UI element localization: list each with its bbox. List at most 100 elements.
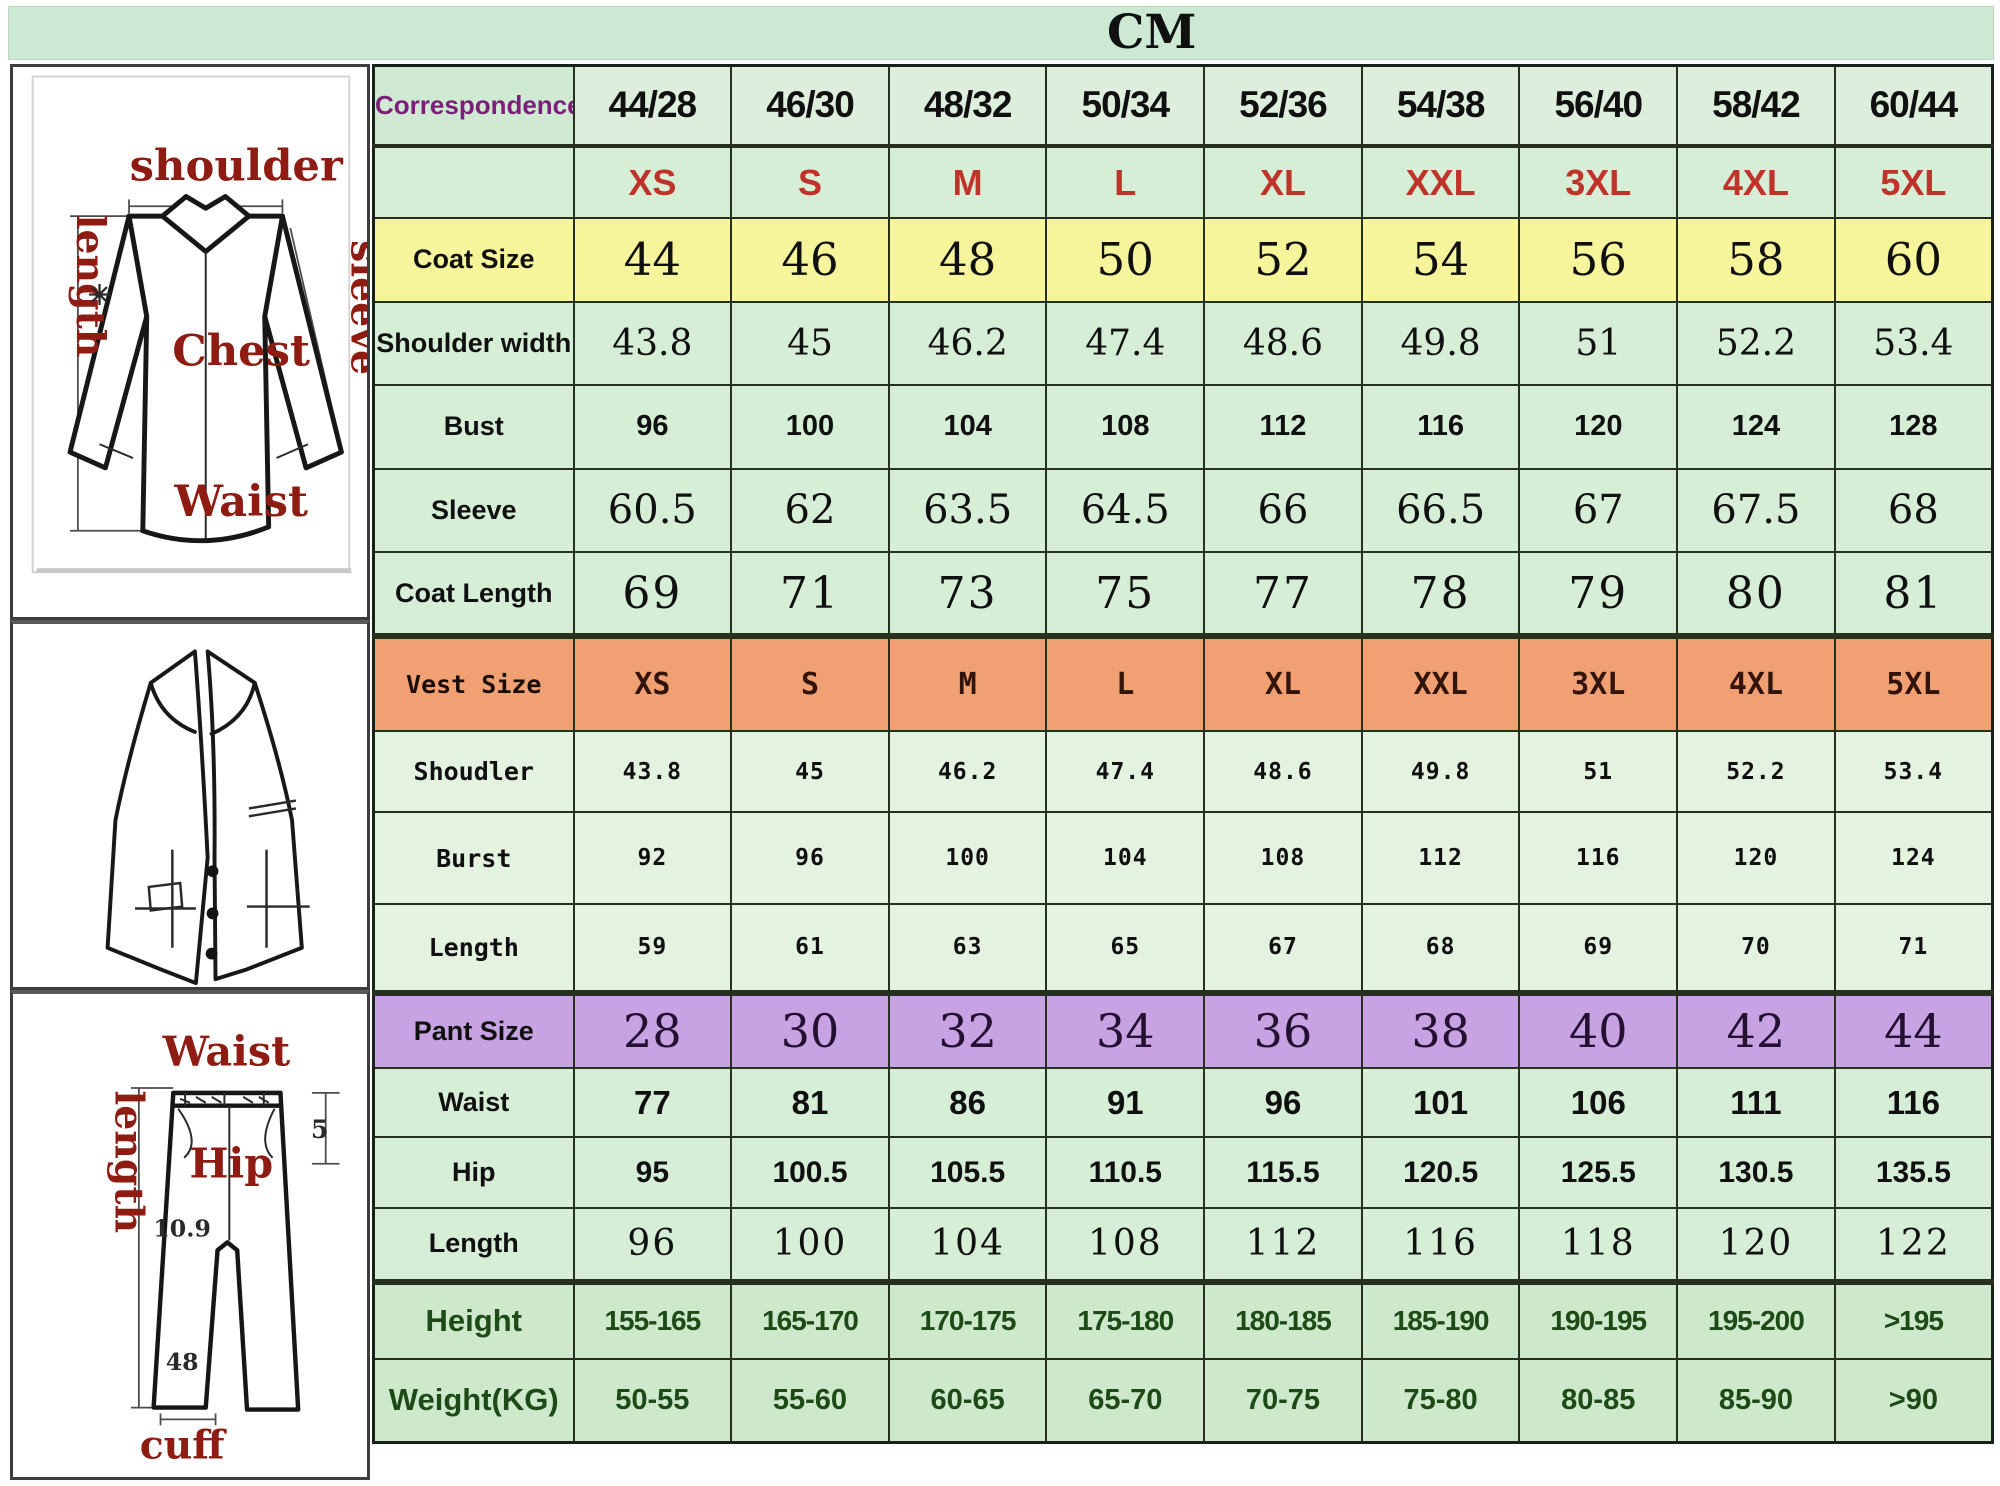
cell-vest-shoulder-3: 47.4 [1045,730,1206,814]
pants-knee-mark: 10.9 [153,1214,210,1242]
cell-height-7: 195-200 [1676,1278,1836,1360]
row-label-sleeve: Sleeve [372,467,575,553]
cell-hip-0: 95 [572,1136,733,1210]
cell-coat-size-6: 56 [1518,217,1679,303]
coat-chest-label: Chest [172,326,310,377]
cell-shoulder-6: 51 [1518,300,1679,387]
cell-vest-size-8: 5XL [1833,633,1994,733]
cell-sleeve-2: 63.5 [887,467,1048,553]
cell-vest-length-3: 65 [1045,903,1206,994]
cell-waist-7: 111 [1676,1066,1836,1139]
cell-weight-3: 65-70 [1045,1357,1206,1444]
cell-vest-shoulder-2: 46.2 [887,730,1048,814]
cell-coat-length-3: 75 [1045,550,1206,638]
table-row-sleeve: Sleeve 60.5 62 63.5 64.5 66 66.5 67 67.5 68 [372,467,1994,553]
cell-height-0: 155-165 [572,1278,733,1360]
cell-vest-shoulder-1: 45 [730,730,890,814]
cell-coat-length-4: 77 [1203,550,1363,638]
table-row-vest-length: Length 59 61 63 65 67 68 69 70 71 [372,903,1994,994]
cell-coat-length-2: 73 [887,550,1048,638]
row-label-coat-size: Coat Size [372,217,575,303]
cell-weight-7: 85-90 [1676,1357,1836,1444]
table-row-vest-burst: Burst 92 96 100 104 108 112 116 120 124 [372,811,1994,906]
cell-height-5: 185-190 [1360,1278,1521,1360]
row-label-bust: Bust [372,384,575,470]
cell-sleeve-4: 66 [1203,467,1363,553]
cell-vest-length-6: 69 [1518,903,1679,994]
cell-coat-size-1: 46 [730,217,890,303]
coat-sleeve-label: sleeve [341,240,367,375]
cell-bust-8: 128 [1833,384,1994,470]
cell-coat-length-6: 79 [1518,550,1679,638]
row-label-vest-size: Vest Size [372,633,575,733]
cell-vest-length-4: 67 [1203,903,1363,994]
cell-coat-size-4: 52 [1203,217,1363,303]
cell-vest-burst-0: 92 [572,811,733,906]
cell-hip-2: 105.5 [887,1136,1048,1210]
cell-vest-shoulder-5: 49.8 [1360,730,1521,814]
cell-vest-shoulder-8: 53.4 [1833,730,1994,814]
cell-vest-burst-7: 120 [1676,811,1836,906]
cell-pant-length-4: 112 [1203,1207,1363,1283]
cell-vest-length-5: 68 [1360,903,1521,994]
cell-sleeve-1: 62 [730,467,890,553]
row-label-pant-size: Pant Size [372,989,575,1069]
vest-diagram [105,649,310,986]
cell-coat-size-8: 60 [1833,217,1994,303]
table-row-height: Height 155-165 165-170 170-175 175-180 180-18… [372,1278,1994,1360]
cell-coat-length-0: 69 [572,550,733,638]
cell-pant-length-6: 118 [1518,1207,1679,1283]
table-row-pant-size: Pant Size 28 30 32 34 36 38 40 42 44 [372,989,1994,1069]
cell-pant-size-5: 38 [1360,989,1521,1069]
cell-height-1: 165-170 [730,1278,890,1360]
cell-vest-size-6: 3XL [1518,633,1679,733]
cell-letters-8: 5XL [1833,143,1994,220]
cell-letters-0: XS [572,143,733,220]
table-row-vest-size: Vest Size XS S M L XL XXL 3XL 4XL 5XL [372,633,1994,733]
table-row-vest-shoulder: Shoudler 43.8 45 46.2 47.4 48.6 49.8 51 52.2 53.4 [372,730,1994,814]
coat-shoulder-label: shoulder [130,141,344,192]
cell-vest-burst-1: 96 [730,811,890,906]
cell-waist-3: 91 [1045,1066,1206,1139]
pants-hip-label: Hip [190,1138,274,1187]
cell-coat-size-0: 44 [572,217,733,303]
cell-correspondence-8: 60/44 [1833,64,1994,147]
cell-pant-length-5: 116 [1360,1207,1521,1283]
row-label-coat-length: Coat Length [372,550,575,638]
cell-pant-size-1: 30 [730,989,890,1069]
cell-hip-5: 120.5 [1360,1136,1521,1210]
table-row-coat-length: Coat Length 69 71 73 75 77 78 79 80 81 [372,550,1994,638]
row-label-weight: Weight(KG) [372,1357,575,1444]
cell-vest-size-3: L [1045,633,1206,733]
cell-shoulder-0: 43.8 [572,300,733,387]
row-label-correspondence: Correspondence [372,64,575,147]
size-table-body: Correspondence 44/28 46/30 48/32 50/34 52/36 5… [372,64,1994,1444]
coat-length-label: length [67,215,113,358]
cell-vest-burst-4: 108 [1203,811,1363,906]
cell-letters-3: L [1045,143,1206,220]
pants-length-label: length [105,1090,151,1233]
cell-sleeve-3: 64.5 [1045,467,1206,553]
cell-shoulder-4: 48.6 [1203,300,1363,387]
cell-bust-3: 108 [1045,384,1206,470]
cell-pant-length-0: 96 [572,1207,733,1283]
cell-correspondence-2: 48/32 [887,64,1048,147]
cell-vest-length-7: 70 [1676,903,1836,994]
cell-vest-length-1: 61 [730,903,890,994]
cell-weight-5: 75-80 [1360,1357,1521,1444]
cell-weight-4: 70-75 [1203,1357,1363,1444]
cell-sleeve-5: 66.5 [1360,467,1521,553]
row-label-height: Height [372,1278,575,1360]
cell-waist-8: 116 [1833,1066,1994,1139]
row-label-pant-length: Length [372,1207,575,1283]
cell-correspondence-5: 54/38 [1360,64,1521,147]
cell-letters-6: 3XL [1518,143,1679,220]
cell-height-8: >195 [1833,1278,1994,1360]
cell-hip-6: 125.5 [1518,1136,1679,1210]
cell-shoulder-5: 49.8 [1360,300,1521,387]
cell-vest-shoulder-4: 48.6 [1203,730,1363,814]
cell-waist-2: 86 [887,1066,1048,1139]
cell-coat-length-7: 80 [1676,550,1836,638]
cell-height-3: 175-180 [1045,1278,1206,1360]
cell-shoulder-1: 45 [730,300,890,387]
